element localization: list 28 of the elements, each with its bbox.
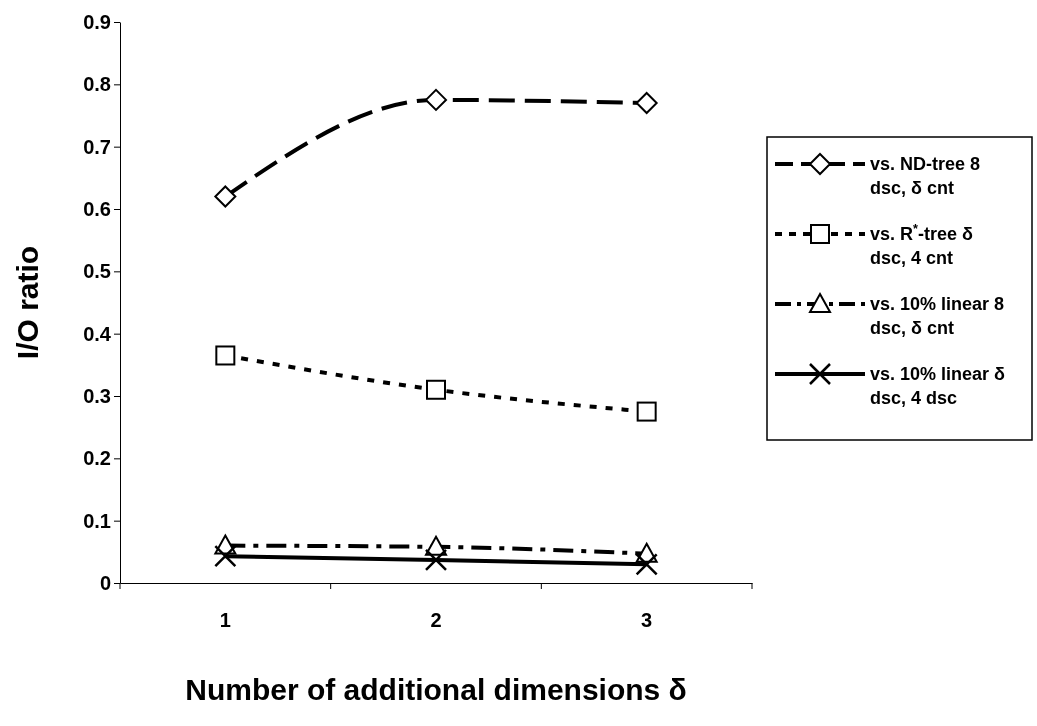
point: [214, 544, 237, 568]
y-tick-label: 0.8: [83, 73, 111, 96]
y-tick-label: 0.7: [83, 135, 111, 158]
point: [635, 553, 658, 576]
legend-label: vs. ND-tree 8 dsc, δ cnt: [870, 154, 981, 198]
y-tick-label: 0.3: [83, 384, 111, 407]
y-axis-title: I/O ratio: [11, 245, 44, 360]
x-axis-title: Number of additional dimensions δ: [185, 673, 687, 706]
legend-label: vs. 10% linear δ dsc, 4 dsc: [870, 364, 1006, 408]
x-tick-label: 3: [641, 609, 653, 632]
y-tick-label: 0: [99, 571, 111, 594]
y-tick-label: 0.4: [83, 322, 112, 345]
point: [425, 88, 447, 111]
y-tick-label: 0.2: [83, 447, 111, 470]
point: [426, 379, 446, 400]
legend-label: vs. 10% linear 8 dsc, δ cnt: [870, 294, 1005, 338]
point: [635, 92, 658, 115]
y-tick-label: 0.6: [83, 197, 111, 220]
y-tick-label: 0.5: [83, 260, 111, 283]
x-tick-label: 2: [430, 609, 442, 632]
point: [214, 185, 237, 208]
y-tick-label: 0.1: [83, 509, 111, 532]
legend-label: vs. R$^{*}$-tree δ dsc, 4 cnt: [870, 222, 973, 268]
point: [636, 401, 657, 422]
x-tick-label: 1: [219, 609, 231, 632]
point: [424, 548, 448, 572]
point: [215, 345, 236, 366]
y-tick-label: 0.9: [83, 10, 111, 33]
